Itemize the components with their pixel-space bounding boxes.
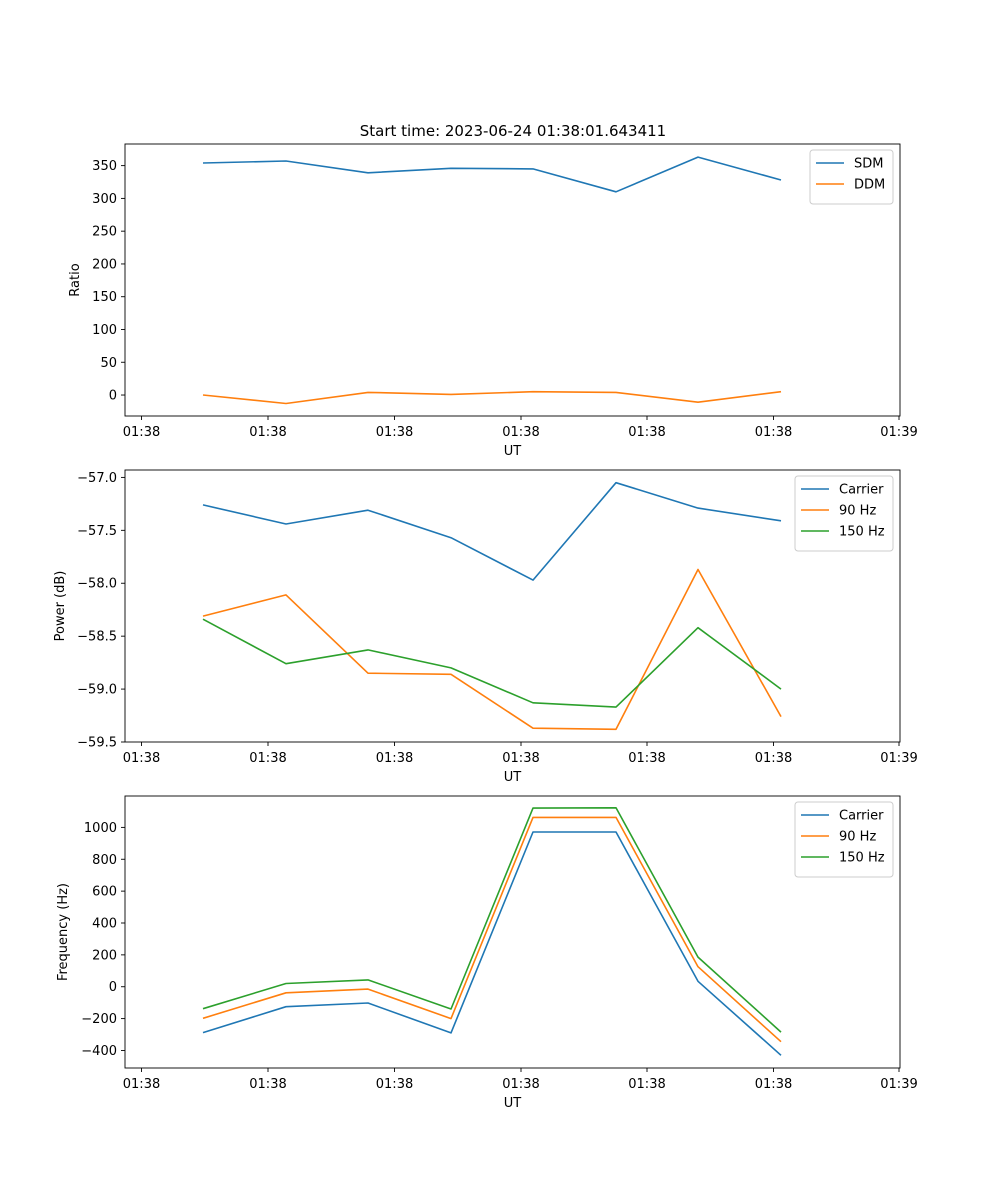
plot-frame <box>124 795 901 1069</box>
x-tick-label: 01:38 <box>755 1077 792 1092</box>
y-tick-label: 300 <box>92 192 117 207</box>
y-axis-label: Frequency (Hz) <box>56 883 71 981</box>
legend-label: 90 Hz <box>839 830 876 845</box>
plot-frame <box>124 143 901 417</box>
x-tick-label: 01:38 <box>249 1077 286 1092</box>
legend-label: SDM <box>854 157 883 172</box>
y-tick-label: −59.0 <box>77 683 117 698</box>
legend-label: Carrier <box>839 483 884 498</box>
x-tick-label: 01:38 <box>123 1077 160 1092</box>
y-tick-label: 50 <box>100 356 117 371</box>
y-tick-label: 200 <box>92 257 117 272</box>
x-tick-label: 01:38 <box>502 425 539 440</box>
series-line-carrier <box>202 831 782 1056</box>
x-axis-label: UT <box>504 770 522 785</box>
legend-label: 150 Hz <box>839 851 885 866</box>
x-tick-label: 01:38 <box>123 425 160 440</box>
x-tick-label: 01:38 <box>502 1077 539 1092</box>
chart-panel-3: 01:38 01:38 01:38 01:38 01:38 01:38 01:39 −400 −… <box>56 795 918 1111</box>
x-tick-label: 01:38 <box>249 751 286 766</box>
y-tick-label: 200 <box>92 948 117 963</box>
legend: Carrier 90 Hz 150 Hz <box>794 801 894 878</box>
figure-title: Start time: 2023-06-24 01:38:01.643411 <box>360 122 666 140</box>
y-tick-label: 100 <box>92 323 117 338</box>
x-tick-label: 01:38 <box>628 1077 665 1092</box>
x-tick-label: 01:39 <box>880 1077 917 1092</box>
y-tick-label: 800 <box>92 853 117 868</box>
plot-area <box>125 470 900 742</box>
x-tick-label: 01:38 <box>755 751 792 766</box>
y-tick-label: 0 <box>109 980 117 995</box>
series-line-90-hz <box>202 568 782 731</box>
y-tick-label: −57.0 <box>77 471 117 486</box>
series-line-ddm <box>202 390 782 405</box>
x-tick-label: 01:38 <box>376 425 413 440</box>
legend-box <box>794 801 894 878</box>
y-tick-label: 350 <box>92 159 117 174</box>
legend: SDM DDM <box>809 149 894 205</box>
chart-panel-2: 01:38 01:38 01:38 01:38 01:38 01:38 01:39 −59.5… <box>53 469 918 785</box>
plot-frame <box>124 469 901 743</box>
y-tick-label: −400 <box>81 1044 117 1059</box>
x-axis-label: UT <box>504 1096 522 1111</box>
y-tick-label: 0 <box>109 389 117 404</box>
y-tick-label: −58.0 <box>77 577 117 592</box>
legend-label: 150 Hz <box>839 525 885 540</box>
y-tick-label: −59.5 <box>77 736 117 751</box>
legend-box <box>794 475 894 552</box>
legend-label: Carrier <box>839 809 884 824</box>
series-line-carrier <box>202 481 782 581</box>
series-line-90-hz <box>202 816 782 1043</box>
y-tick-label: 400 <box>92 916 117 931</box>
x-tick-label: 01:38 <box>502 751 539 766</box>
y-tick-label: −200 <box>81 1012 117 1027</box>
legend: Carrier 90 Hz 150 Hz <box>794 475 894 552</box>
legend-label: 90 Hz <box>839 504 876 519</box>
y-tick-label: 150 <box>92 290 117 305</box>
y-tick-label: 250 <box>92 225 117 240</box>
x-tick-label: 01:38 <box>249 425 286 440</box>
x-tick-label: 01:39 <box>880 751 917 766</box>
x-tick-label: 01:38 <box>123 751 160 766</box>
series-line-150-hz <box>202 806 782 1033</box>
y-tick-label: 1000 <box>84 821 117 836</box>
panels: 01:38 01:38 01:38 01:38 01:38 01:38 01:39 0 50 10… <box>53 143 918 1111</box>
y-tick-label: −57.5 <box>77 524 117 539</box>
x-axis-label: UT <box>504 444 522 459</box>
x-tick-label: 01:38 <box>376 751 413 766</box>
plot-area <box>125 144 900 416</box>
y-tick-label: −58.5 <box>77 630 117 645</box>
legend-label: DDM <box>854 178 885 193</box>
series-line-sdm <box>202 156 782 193</box>
y-axis-label: Ratio <box>68 263 83 296</box>
chart-panel-1: 01:38 01:38 01:38 01:38 01:38 01:38 01:39 0 50 10… <box>68 143 918 459</box>
y-tick-label: 600 <box>92 885 117 900</box>
x-tick-label: 01:38 <box>376 1077 413 1092</box>
series-line-150-hz <box>202 618 782 708</box>
y-axis-label: Power (dB) <box>53 571 68 642</box>
x-tick-label: 01:38 <box>628 425 665 440</box>
x-tick-label: 01:38 <box>755 425 792 440</box>
x-tick-label: 01:39 <box>880 425 917 440</box>
plot-area <box>125 796 900 1068</box>
x-tick-label: 01:38 <box>628 751 665 766</box>
